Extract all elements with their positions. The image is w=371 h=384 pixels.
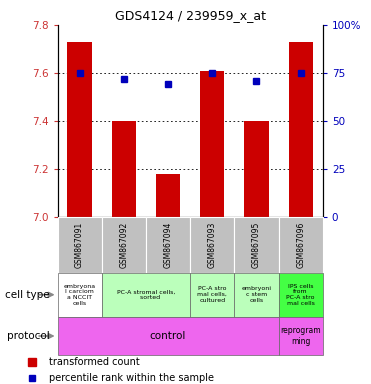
Bar xyxy=(190,273,234,317)
Text: GSM867095: GSM867095 xyxy=(252,222,261,268)
Bar xyxy=(279,317,323,355)
Bar xyxy=(156,174,180,217)
Text: control: control xyxy=(150,331,186,341)
Text: PC-A stro
mal cells,
cultured: PC-A stro mal cells, cultured xyxy=(197,286,227,303)
Bar xyxy=(279,217,323,273)
Text: GSM867096: GSM867096 xyxy=(296,222,305,268)
Bar xyxy=(244,121,269,217)
Text: GSM867094: GSM867094 xyxy=(164,222,173,268)
Text: cell type: cell type xyxy=(6,290,50,300)
Bar xyxy=(200,71,224,217)
Bar xyxy=(58,217,102,273)
Text: GSM867093: GSM867093 xyxy=(208,222,217,268)
Text: IPS cells
from
PC-A stro
mal cells: IPS cells from PC-A stro mal cells xyxy=(286,283,315,306)
Text: transformed count: transformed count xyxy=(49,356,140,367)
Text: reprogram
ming: reprogram ming xyxy=(280,326,321,346)
Bar xyxy=(58,317,279,355)
Text: GSM867091: GSM867091 xyxy=(75,222,84,268)
Bar xyxy=(289,42,313,217)
Bar xyxy=(234,273,279,317)
Text: protocol: protocol xyxy=(7,331,50,341)
Bar xyxy=(102,273,190,317)
Text: PC-A stromal cells,
    sorted: PC-A stromal cells, sorted xyxy=(117,289,175,300)
Text: GSM867092: GSM867092 xyxy=(119,222,128,268)
Bar xyxy=(102,217,146,273)
Bar xyxy=(146,217,190,273)
Title: GDS4124 / 239959_x_at: GDS4124 / 239959_x_at xyxy=(115,9,266,22)
Bar xyxy=(234,217,279,273)
Bar xyxy=(112,121,136,217)
Bar xyxy=(279,273,323,317)
Bar xyxy=(58,273,102,317)
Text: embryona
l carciom
a NCCIT
cells: embryona l carciom a NCCIT cells xyxy=(63,283,96,306)
Bar xyxy=(68,42,92,217)
Bar xyxy=(190,217,234,273)
Text: embryoni
c stem
cells: embryoni c stem cells xyxy=(242,286,272,303)
Text: percentile rank within the sample: percentile rank within the sample xyxy=(49,372,214,383)
